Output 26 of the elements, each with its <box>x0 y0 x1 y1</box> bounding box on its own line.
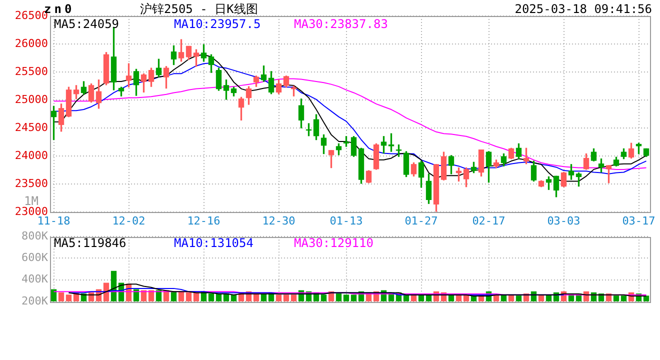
x-tick-label: 03-03 <box>547 214 580 228</box>
text: MA30:129110 <box>294 236 374 250</box>
x-tick-label: 01-27 <box>404 214 438 228</box>
y-tick-label: 200K <box>22 294 48 308</box>
y-tick-label: 600K <box>22 251 48 264</box>
text: MA30:23837.83 <box>294 17 389 31</box>
y-tick-label: 400K <box>22 272 48 286</box>
x-tick-label: 03-17 <box>622 214 656 228</box>
y-tick-label: 24500 <box>14 120 48 134</box>
text: MA10:131054 <box>174 236 254 250</box>
y-tick-label: 26000 <box>14 36 48 50</box>
x-tick-label: 12-02 <box>112 214 146 228</box>
y-tick-label: 800K <box>22 229 48 242</box>
x-tick-label: 12-16 <box>187 214 220 228</box>
y-tick-label: 23500 <box>14 176 48 190</box>
y-tick-label: 25500 <box>14 64 48 78</box>
x-tick-label: 02-17 <box>472 214 506 228</box>
y-tick-label: 24000 <box>14 148 48 162</box>
x-tick-label: 12-30 <box>262 214 296 228</box>
chart-title: 沪锌2505 - 日K线图 <box>140 1 258 18</box>
annotation: 2025-03-18 09:41:56 <box>514 2 652 16</box>
x-tick-label: 01-13 <box>330 214 363 228</box>
text: MA5:24059 <box>54 17 120 31</box>
text: MA10:23957.5 <box>174 17 262 31</box>
text: MA5:119846 <box>54 236 128 250</box>
y-tick-label: 25000 <box>14 92 48 106</box>
